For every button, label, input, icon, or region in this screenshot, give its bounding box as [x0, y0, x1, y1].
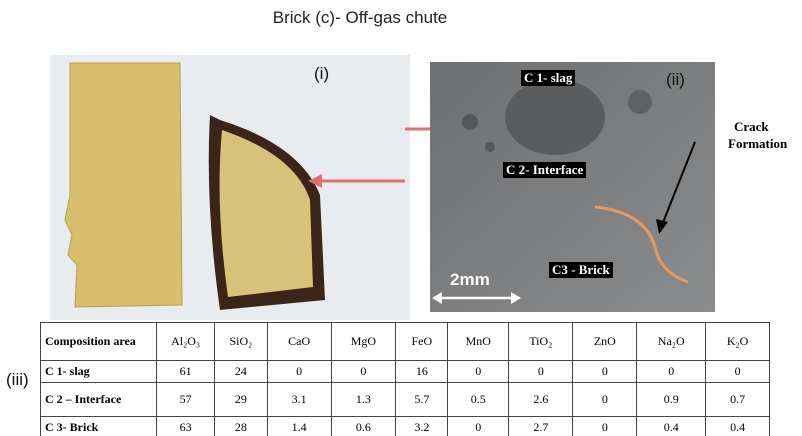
table-cell: Na₂O [637, 323, 706, 361]
table-cell: 16 [396, 361, 448, 383]
page: Brick (c)- Off-gas chute (i) (ii) C 1- s… [0, 0, 802, 436]
table-cell: 1.3 [331, 383, 396, 417]
region-label: C 1- slag [521, 70, 575, 86]
table-cell: K₂O [706, 323, 770, 361]
table-cell: 0 [509, 361, 573, 383]
table-cell: MnO [448, 323, 509, 361]
table-cell: MgO [331, 323, 396, 361]
table-cell: 0.4 [637, 417, 706, 436]
table-cell: 0 [448, 361, 509, 383]
table-cell: C 1- slag [41, 361, 157, 383]
photo-i [50, 55, 410, 320]
table-cell: 29 [215, 383, 268, 417]
table-cell: 0 [267, 361, 331, 383]
table-cell: 0 [706, 361, 770, 383]
table-cell: CaO [267, 323, 331, 361]
table-cell: 1.4 [267, 417, 331, 436]
table-cell: 0.7 [706, 383, 770, 417]
table-cell: 0.6 [331, 417, 396, 436]
table-cell: 63 [157, 417, 215, 436]
panel-label: (iii) [6, 370, 29, 390]
table-cell: C 3- Brick [41, 417, 157, 436]
table-cell: 2.7 [509, 417, 573, 436]
table-cell: 0 [573, 361, 637, 383]
table-cell: FeO [396, 323, 448, 361]
table-cell: 0.9 [637, 383, 706, 417]
table-cell: 24 [215, 361, 268, 383]
table-cell: 0 [637, 361, 706, 383]
table-cell: ZnO [573, 323, 637, 361]
table-cell: 5.7 [396, 383, 448, 417]
table-cell: 28 [215, 417, 268, 436]
panel-label: (i) [314, 64, 329, 84]
panel-label: (ii) [666, 70, 685, 90]
scale-bar-label: 2mm [450, 270, 490, 290]
table-cell: 0.4 [706, 417, 770, 436]
annotation-line: Formation [728, 135, 787, 152]
table-cell: 0.5 [448, 383, 509, 417]
table-cell: Composition area [41, 323, 157, 361]
figure-title: Brick (c)- Off-gas chute [0, 8, 720, 28]
table-cell: TiO₂ [509, 323, 573, 361]
region-label: C3 - Brick [549, 262, 613, 278]
table-cell: C 2 – Interface [41, 383, 157, 417]
table-cell: 57 [157, 383, 215, 417]
table-cell: SiO₂ [215, 323, 268, 361]
annotation-line: Crack [728, 118, 787, 135]
table-cell: Al₂O₃ [157, 323, 215, 361]
region-label: C 2- Interface [503, 162, 586, 178]
table-cell: 0 [448, 417, 509, 436]
annotation: Crack Formation [728, 118, 787, 152]
table-cell: 0 [573, 383, 637, 417]
table-cell: 3.1 [267, 383, 331, 417]
table-cell: 3.2 [396, 417, 448, 436]
table-cell: 2.6 [509, 383, 573, 417]
table-cell: 0 [331, 361, 396, 383]
table-cell: 0 [573, 417, 637, 436]
table-cell: 61 [157, 361, 215, 383]
